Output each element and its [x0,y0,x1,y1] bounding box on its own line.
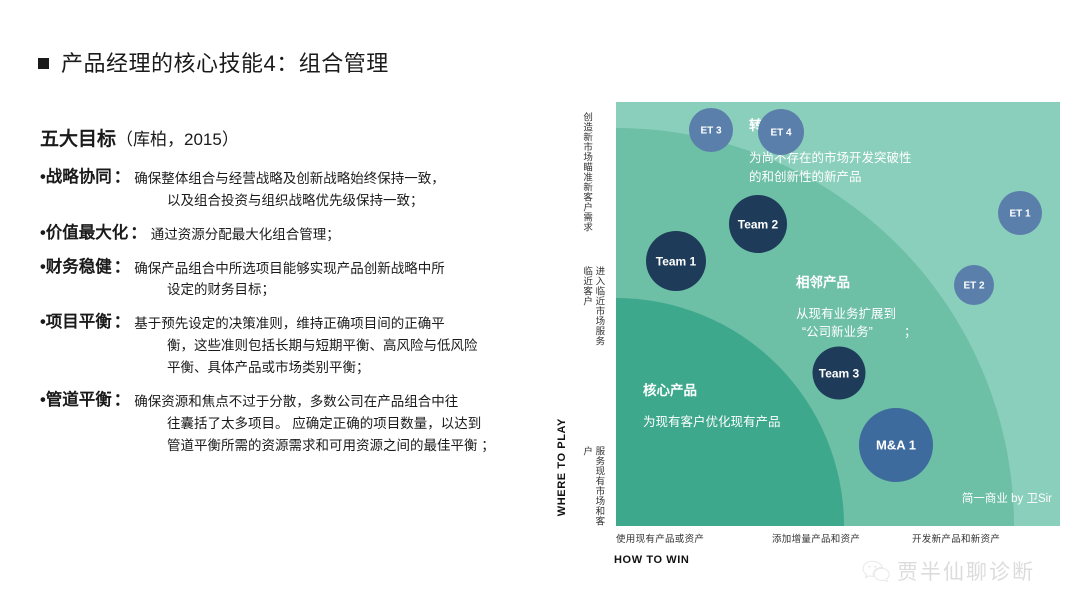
goal-label: •财务稳健 [40,257,112,276]
bubble-label: ET 3 [700,126,722,137]
goal-text-line: 确保资源和焦点不过于分散，多数公司在产品组合中往 [134,393,459,409]
goal-text-line: 通过资源分配最大化组合管理； [150,226,340,242]
bubble-circle [998,191,1042,235]
goal-text-line: 往囊括了太多项目。 应确定正确的项目数量，以达到 [167,415,482,431]
zone-label-core: 核心产品 为现有客户优化现有产品 [643,382,781,429]
goals-heading-source: （库柏，2015） [116,130,239,149]
goal-colon: ： [113,390,131,409]
bubble-label: Team 3 [819,366,860,380]
zone-desc-adjacent-2: “公司新业务” [802,324,873,339]
axis-label-how-to-win: HOW TO WIN [614,554,690,566]
bubble-circle [812,346,866,400]
goals-section: 五大目标（库柏，2015） •战略协同 ： 确保整体组合与经营战略及创新战略始终… [40,124,560,465]
goal-colon: ： [130,223,147,242]
square-bullet-icon [38,57,49,69]
bubble-et-4[interactable]: ET 4 [758,109,804,155]
y-tick-label-existing-markets: 服务现有市场和客户 [581,446,605,526]
zone-desc-core: 为现有客户优化现有产品 [643,414,781,429]
bubble-team-1[interactable]: Team 1 [646,231,706,291]
axis-label-where-to-play: WHERE TO PLAY [556,418,568,517]
bubble-label: Team 1 [656,254,697,268]
zone-desc-transformational-2: 的和创新性的新产品 [749,169,862,184]
page-title: 产品经理的核心技能4：组合管理 [38,46,389,78]
goal-text-line: 确保整体组合与经营战略及创新战略始终保持一致， [134,171,445,186]
goal-label: •战略协同 [40,168,112,186]
goal-text-line: 确保产品组合中所选项目能够实现产品创新战略中所 [134,260,445,276]
zone-title-adjacent: 相邻产品 [796,274,850,290]
bubble-team-3[interactable]: Team 3 [812,346,866,400]
watermark: 贾半仙聊诊断 [862,556,1035,586]
bubble-label: ET 2 [963,281,985,292]
y-tick-label-new-markets: 创造新市场瞄准新客户需求 [581,112,593,232]
zone-label-adjacent: 相邻产品 从现有业务扩展到 “公司新业务” ； [796,274,917,339]
zone-desc-adjacent-1: 从现有业务扩展到 [796,306,896,321]
goal-text-line: 衡，这些准则包括长期与短期平衡、高风险与低风险 [167,338,478,354]
zone-core [616,298,844,526]
wechat-icon [862,560,890,582]
bubble-label: M&A 1 [876,438,916,453]
goal-text-line: 平衡、具体产品或市场类别平衡； [167,360,370,376]
zone-desc-transformational-1: 为尚不存在的市场开发突破性 [749,150,912,165]
y-tick-label-adjacent-markets: 进入临近市场服务临近客户 [581,266,605,346]
bubble-m-a-1[interactable]: M&A 1 [859,408,933,482]
bubble-team-2[interactable]: Team 2 [729,195,787,253]
bubble-et-1[interactable]: ET 1 [998,191,1042,235]
bubble-et-2[interactable]: ET 2 [954,265,994,305]
diagram-canvas: 转型产品 为尚不存在的市场开发突破性 的和创新性的新产品 相邻产品 从现有业务扩… [616,102,1060,526]
goal-text-line: 以及组合投资与组织战略优先级保持一致； [167,192,424,208]
bubble-circle [954,265,994,305]
bubble-circle [689,108,733,152]
goals-heading: 五大目标（库柏，2015） [40,124,560,151]
bubble-circle [859,408,933,482]
goal-text-line: 基于预先设定的决策准则，维持正确项目间的正确平 [134,316,445,332]
bubble-label: ET 1 [1009,209,1031,220]
bubble-label: ET 4 [770,128,792,139]
x-tick-label-new-assets: 开发新产品和新资产 [912,534,1001,545]
goal-colon: ： [113,313,131,332]
bubble-circle [758,109,804,155]
goal-item: •战略协同 ： 确保整体组合与经营战略及创新战略始终保持一致， 以及组合投资与组… [40,165,560,212]
goal-label: •项目平衡 [40,313,112,332]
goal-label: •价值最大化 [40,223,129,242]
bubble-layer: ET 3 ET 4 ET 1 ET 2 Team 2 Team 1 Team 3 M&A 1 [646,108,1042,482]
bubble-label: Team 2 [738,217,779,231]
goal-text-line: 管道平衡所需的资源需求和可用资源之间的最佳平衡 ； [167,437,495,453]
diagram-credit: 简一商业 by 卫Sir [962,491,1052,505]
goals-heading-main: 五大目标 [40,129,117,150]
page-title-text: 产品经理的核心技能4：组合管理 [61,51,389,76]
goal-label: •管道平衡 [40,390,112,409]
goal-text-line: 设定的财务目标； [167,282,275,298]
bubble-circle [729,195,787,253]
bubble-et-3[interactable]: ET 3 [689,108,733,152]
goal-item: •财务稳健 ： 确保产品组合中所选项目能够实现产品创新战略中所 设定的财务目标； [40,255,560,302]
watermark-text: 贾半仙聊诊断 [897,560,1035,584]
goal-colon: ： [113,168,131,186]
goal-item: •管道平衡 ： 确保资源和焦点不过于分散，多数公司在产品组合中往 往囊括了太多项… [40,388,560,457]
x-tick-label-incremental: 添加增量产品和资产 [772,534,861,545]
goal-colon: ： [113,257,131,276]
x-tick-label-existing-assets: 使用现有产品或资产 [616,534,705,545]
portfolio-bubble-diagram: 转型产品 为尚不存在的市场开发突破性 的和创新性的新产品 相邻产品 从现有业务扩… [616,102,1060,526]
bubble-circle [646,231,706,291]
goal-item: •项目平衡 ： 基于预先设定的决策准则，维持正确项目间的正确平 衡，这些准则包括… [40,310,560,379]
zone-title-core: 核心产品 [643,382,697,398]
goal-item: •价值最大化 ： 通过资源分配最大化组合管理； [40,221,560,246]
zone-desc-adjacent-suffix: ； [904,325,917,339]
